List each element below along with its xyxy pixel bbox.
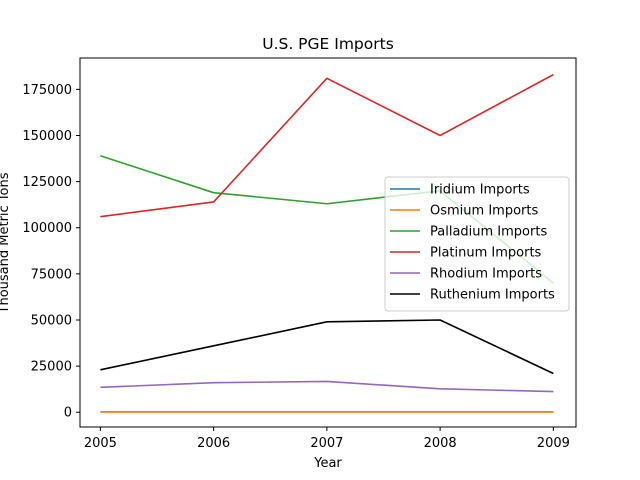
x-axis-title: Year	[313, 456, 342, 471]
x-tick-label: 2009	[537, 436, 570, 451]
legend-label: Iridium Imports	[430, 183, 530, 198]
y-tick-label: 75000	[31, 267, 72, 282]
chart-title: U.S. PGE Imports	[262, 35, 394, 53]
y-tick-label: 100000	[22, 221, 72, 236]
legend-label: Palladium Imports	[430, 225, 547, 240]
x-tick-label: 2007	[310, 436, 343, 451]
y-tick-label: 25000	[31, 360, 72, 375]
legend-label: Platinum Imports	[430, 246, 542, 261]
y-tick-label: 175000	[22, 83, 72, 98]
y-axis: 0 25000 50000 75000 100000 125000 150000 175000	[22, 83, 80, 421]
legend: Iridium Imports Osmium Imports Palladium I…	[384, 176, 570, 312]
y-tick-label: 50000	[31, 313, 72, 328]
legend-label: Ruthenium Imports	[430, 288, 555, 303]
legend-label: Rhodium Imports	[430, 267, 542, 282]
series-line-5	[100, 319, 554, 375]
plot-lines	[100, 73, 554, 413]
x-tick-label: 2005	[84, 436, 117, 451]
legend-label: Osmium Imports	[430, 204, 538, 219]
y-tick-label: 125000	[22, 175, 72, 190]
x-tick-label: 2006	[197, 436, 230, 451]
x-axis: 2005 2006 2007 2008 2009	[84, 427, 570, 451]
legend-box	[384, 176, 570, 312]
series-line-3	[100, 73, 554, 218]
x-tick-label: 2008	[424, 436, 457, 451]
series-line-4	[100, 380, 554, 393]
y-axis-title: Thousand Metric Tons	[0, 172, 12, 314]
y-tick-label: 150000	[22, 129, 72, 144]
plot-frame	[79, 57, 577, 428]
y-tick-label: 0	[64, 406, 72, 421]
